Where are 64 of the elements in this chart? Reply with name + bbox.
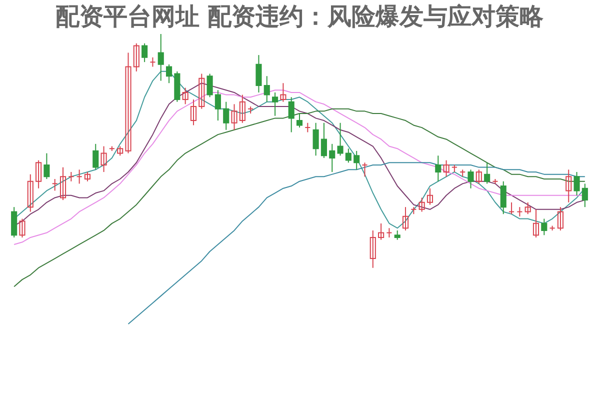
candlestick bbox=[484, 162, 490, 184]
candlestick bbox=[557, 206, 564, 231]
candlestick bbox=[92, 143, 99, 170]
candlestick bbox=[158, 34, 164, 82]
candlestick bbox=[206, 73, 213, 98]
candlestick bbox=[386, 228, 392, 238]
candlestick bbox=[337, 122, 344, 156]
candlestick bbox=[508, 202, 515, 215]
candlestick bbox=[354, 150, 360, 170]
candlestick bbox=[370, 230, 376, 268]
candlestick bbox=[214, 90, 221, 122]
candlestick bbox=[582, 183, 588, 208]
candlestick bbox=[329, 143, 336, 172]
candlestick bbox=[68, 171, 74, 182]
candlestick bbox=[11, 206, 18, 238]
candlestick bbox=[288, 96, 294, 133]
candlestick bbox=[52, 178, 58, 192]
candlestick bbox=[60, 166, 66, 201]
candlestick bbox=[574, 171, 580, 196]
candlestick bbox=[190, 98, 197, 126]
candlestick bbox=[231, 104, 238, 130]
candlestick bbox=[304, 122, 311, 133]
candlestick bbox=[566, 169, 572, 203]
candlestick bbox=[256, 54, 262, 93]
candlestick bbox=[264, 76, 270, 102]
candlestick bbox=[402, 206, 409, 231]
candlestick bbox=[362, 162, 368, 178]
candlestick bbox=[100, 146, 107, 172]
candlestick bbox=[345, 148, 352, 164]
candlestick bbox=[239, 94, 246, 124]
candlestick bbox=[166, 64, 172, 84]
candlestick bbox=[320, 122, 327, 158]
candlestick bbox=[182, 87, 188, 105]
candlestick bbox=[84, 171, 91, 182]
candlestick bbox=[133, 42, 140, 72]
candlestick bbox=[19, 218, 26, 238]
candlestick bbox=[125, 52, 132, 154]
candlestick bbox=[76, 169, 82, 184]
candlestick bbox=[443, 160, 450, 178]
candlestick bbox=[223, 101, 230, 130]
candlestick bbox=[394, 230, 400, 240]
candlestick bbox=[516, 206, 523, 217]
candlestick bbox=[418, 197, 425, 212]
candlestick bbox=[198, 73, 205, 110]
candlestick bbox=[378, 222, 384, 240]
candlestick bbox=[426, 188, 434, 206]
candlestick bbox=[541, 218, 548, 236]
candlestick bbox=[272, 92, 278, 116]
candlestick bbox=[524, 202, 531, 215]
candlestick bbox=[117, 146, 124, 156]
candlestick bbox=[468, 169, 474, 189]
candlestick bbox=[36, 160, 42, 189]
candlestick bbox=[532, 208, 540, 238]
chart-title: 配资平台网址 配资违约：风险爆发与应对策略 bbox=[55, 2, 545, 30]
candlestick bbox=[44, 152, 50, 180]
candlestick bbox=[435, 155, 442, 182]
candlestick bbox=[142, 42, 148, 63]
candlestick bbox=[280, 82, 286, 102]
candlestick bbox=[476, 169, 482, 184]
candlestick bbox=[27, 174, 34, 212]
candlestick bbox=[500, 180, 506, 215]
candlestick bbox=[296, 113, 303, 128]
candlestick bbox=[312, 122, 319, 156]
candlestick bbox=[150, 56, 156, 68]
